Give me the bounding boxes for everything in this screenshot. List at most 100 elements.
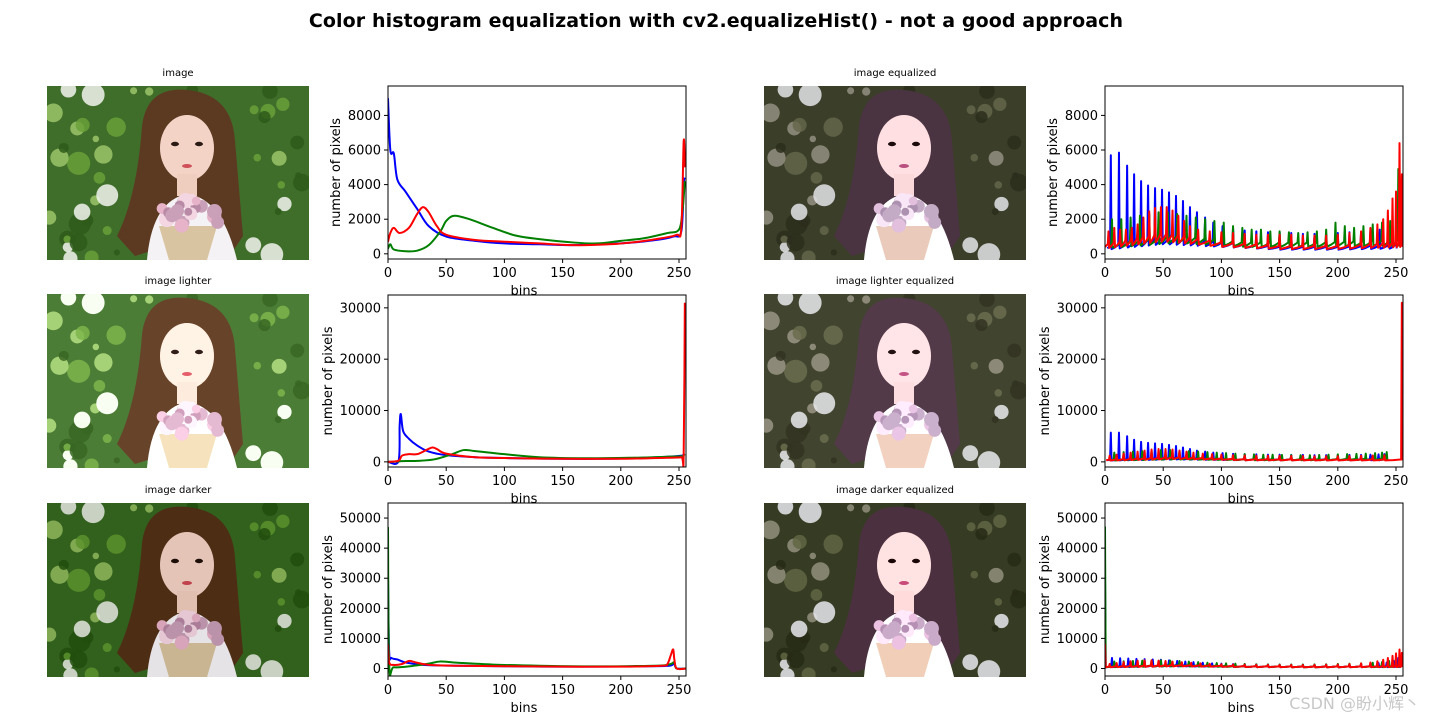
y-tick-label: 40000: [340, 542, 381, 557]
series-blue-line: [388, 578, 686, 670]
x-tick-label: 0: [384, 474, 392, 489]
watermark: CSDN @盼小辉丶: [1289, 694, 1420, 713]
histogram-axes-2: 0 50 100 150 200 250 0 10000 20000 30000 bins numbe…: [321, 294, 692, 507]
y-tick-label: 20000: [1057, 602, 1098, 617]
y-axis-label: number of pixels: [321, 326, 336, 435]
series-green-line: [388, 181, 686, 253]
x-tick-label: 100: [1209, 266, 1234, 281]
x-axis-label: bins: [511, 284, 538, 299]
axes-frame: [387, 502, 687, 677]
y-tick-label: 20000: [340, 602, 381, 617]
y-tick-label: 50000: [340, 512, 381, 527]
histogram-axes-5: 0 50 100 150 200 250 0 10000 20000 30000 bins numbe…: [1038, 294, 1409, 507]
y-axis-label: number of pixels: [321, 535, 336, 644]
histogram-axes-3: 0 50 100 150 200 250 0 10000 20000 30000 40000 5000…: [321, 502, 692, 716]
image-title-lighter-equalized: image lighter equalized: [835, 276, 955, 287]
series-green-line: [1107, 168, 1403, 249]
x-tick-label: 0: [384, 266, 392, 281]
y-tick-label: 4000: [348, 178, 381, 193]
x-tick-label: 0: [1101, 266, 1109, 281]
x-tick-label: 200: [1325, 266, 1350, 281]
y-tick-label: 10000: [1057, 632, 1098, 647]
x-tick-label: 100: [492, 474, 517, 489]
x-axis-label: bins: [1228, 284, 1255, 299]
x-tick-label: 250: [667, 474, 692, 489]
x-tick-label: 0: [384, 683, 392, 698]
image-title-original: image: [162, 68, 194, 79]
x-tick-label: 150: [1267, 474, 1292, 489]
x-tick-label: 200: [1325, 683, 1350, 698]
x-tick-label: 150: [550, 266, 575, 281]
y-tick-label: 0: [373, 455, 381, 470]
series-red-line: [388, 302, 686, 467]
y-tick-label: 6000: [1065, 144, 1098, 159]
y-tick-label: 8000: [348, 109, 381, 124]
histogram-axes-1: 0 50 100 150 200 250 0 2000 4000 6000 8000 bins numb…: [329, 85, 692, 299]
y-tick-label: 30000: [340, 572, 381, 587]
x-axis-label: bins: [1228, 492, 1255, 507]
x-tick-label: 200: [608, 683, 633, 698]
photo-lighter-equalized: [764, 294, 1026, 468]
y-axis-label: number of pixels: [1046, 118, 1061, 227]
x-tick-label: 250: [667, 683, 692, 698]
y-tick-label: 0: [1090, 662, 1098, 677]
x-tick-label: 250: [667, 266, 692, 281]
x-tick-label: 0: [1101, 474, 1109, 489]
x-axis-label: bins: [511, 701, 538, 716]
x-tick-label: 100: [1209, 683, 1234, 698]
photo-original: [47, 86, 309, 260]
series-green-line: [1105, 526, 1403, 669]
y-tick-label: 10000: [1057, 404, 1098, 419]
image-title-darker-equalized: image darker equalized: [835, 485, 955, 496]
series-red-line: [1105, 643, 1403, 669]
x-tick-label: 250: [1384, 266, 1409, 281]
series-red-line: [1105, 142, 1403, 250]
axes-frame: [1104, 294, 1404, 468]
axes-frame: [1104, 85, 1404, 260]
y-tick-label: 0: [1090, 455, 1098, 470]
axes-frame: [387, 85, 687, 260]
x-tick-label: 50: [438, 683, 455, 698]
series-blue-line: [1105, 577, 1403, 669]
x-tick-label: 150: [1267, 683, 1292, 698]
x-tick-label: 200: [608, 474, 633, 489]
y-tick-label: 10000: [340, 632, 381, 647]
x-tick-label: 150: [1267, 266, 1292, 281]
photo-darker-equalized: [764, 503, 1026, 677]
y-tick-label: 30000: [1057, 301, 1098, 316]
y-tick-label: 0: [373, 247, 381, 262]
x-tick-label: 100: [1209, 474, 1234, 489]
y-tick-label: 10000: [340, 404, 381, 419]
x-tick-label: 150: [550, 474, 575, 489]
x-tick-label: 50: [1155, 683, 1172, 698]
y-axis-label: number of pixels: [329, 118, 344, 227]
series-green-line: [388, 448, 686, 463]
series-red-line: [388, 644, 686, 671]
y-tick-label: 0: [373, 662, 381, 677]
y-tick-label: 0: [1090, 247, 1098, 262]
x-tick-label: 250: [1384, 474, 1409, 489]
series-green-line: [388, 527, 686, 676]
series-blue-line: [1107, 431, 1387, 462]
y-tick-label: 2000: [348, 213, 381, 228]
image-title-lighter: image lighter: [144, 276, 212, 287]
x-tick-label: 100: [492, 683, 517, 698]
y-tick-label: 2000: [1065, 213, 1098, 228]
image-title-equalized: image equalized: [853, 68, 937, 79]
axes-frame: [1104, 502, 1404, 677]
x-tick-label: 50: [438, 266, 455, 281]
x-tick-label: 50: [438, 474, 455, 489]
photo-lighter: [47, 294, 309, 468]
y-tick-label: 8000: [1065, 109, 1098, 124]
y-tick-label: 30000: [1057, 572, 1098, 587]
y-axis-label: number of pixels: [1038, 535, 1053, 644]
photo-equalized: [764, 86, 1026, 260]
y-tick-label: 20000: [1057, 353, 1098, 368]
y-tick-label: 4000: [1065, 178, 1098, 193]
y-tick-label: 20000: [340, 353, 381, 368]
y-tick-label: 30000: [340, 301, 381, 316]
x-axis-label: bins: [511, 492, 538, 507]
x-tick-label: 0: [1101, 683, 1109, 698]
x-tick-label: 200: [608, 266, 633, 281]
